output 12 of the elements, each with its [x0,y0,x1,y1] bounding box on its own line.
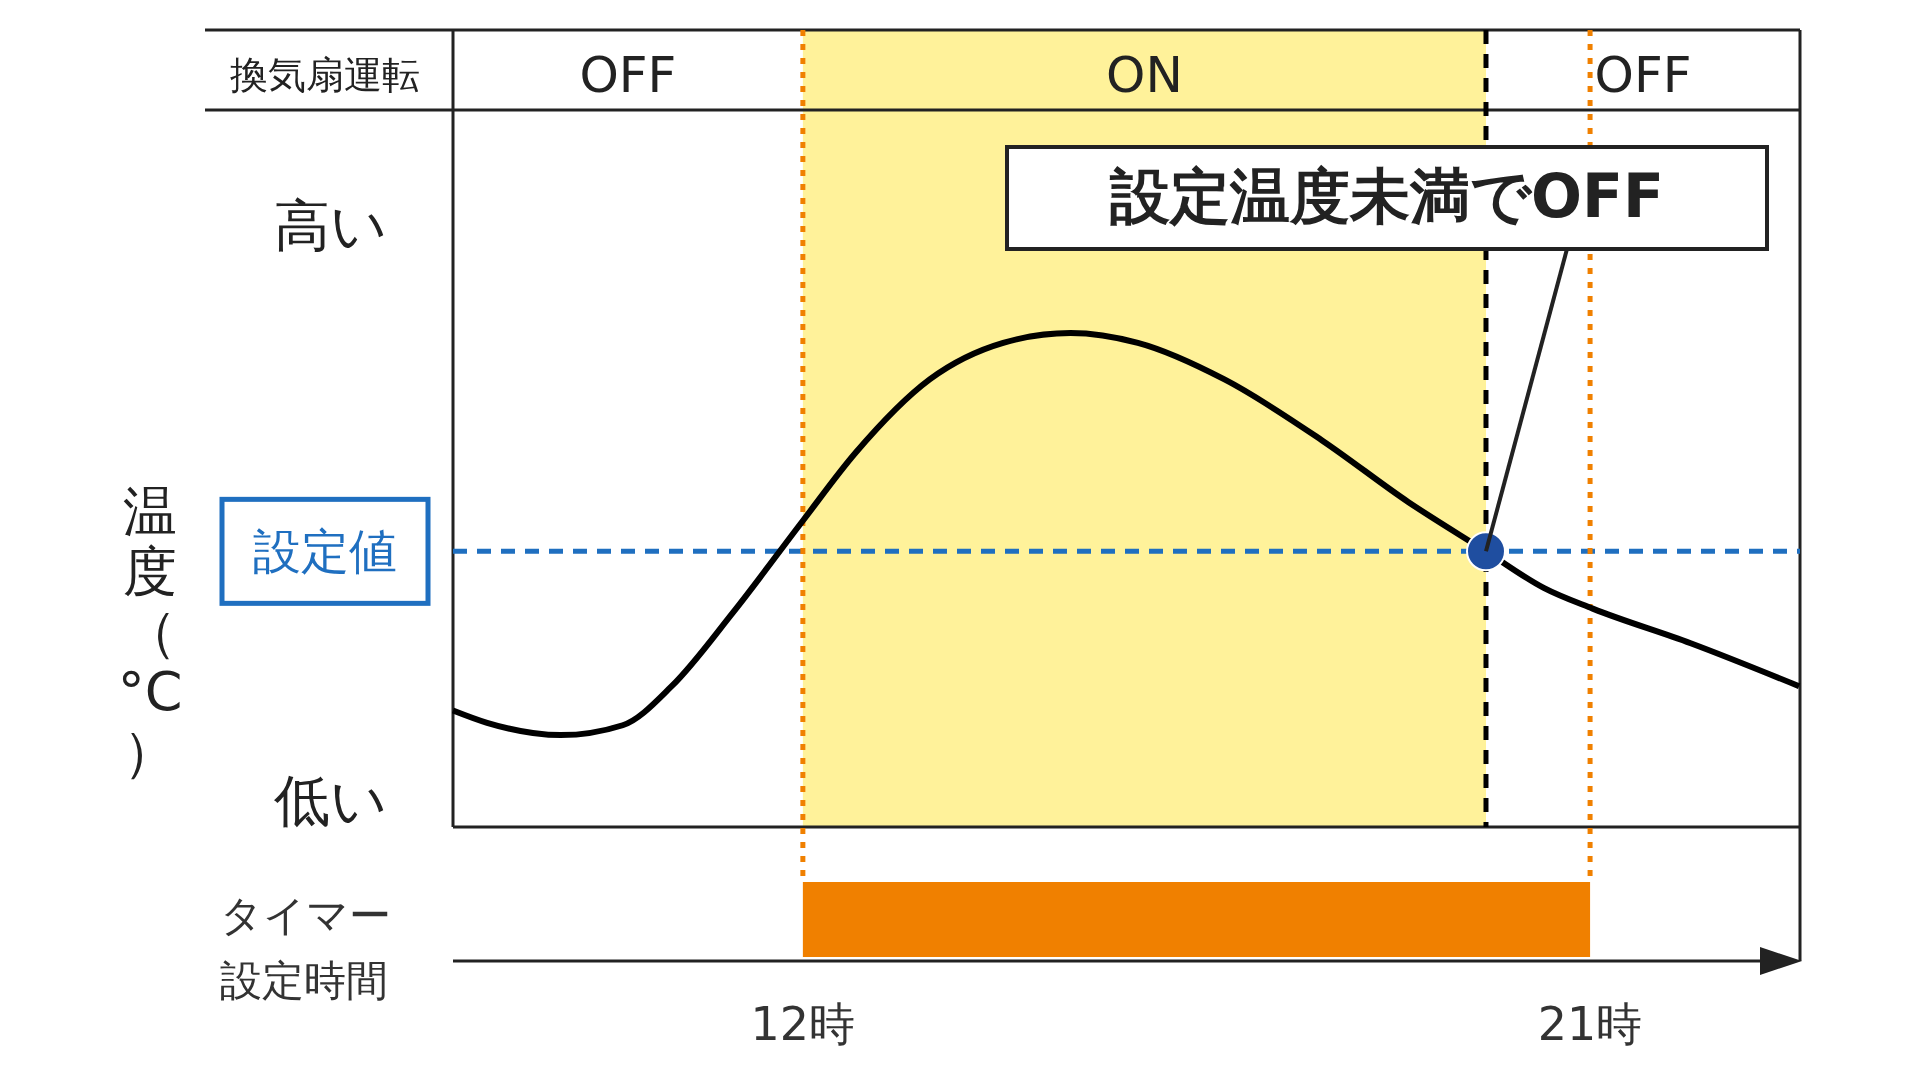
annotation: 設定温度未満でOFF [1109,161,1664,231]
ref-line-label: 設定値 [253,523,397,580]
text: 高い [273,193,387,258]
band-label: ON [1106,46,1183,104]
text: 低い [273,768,387,833]
x-tick-label: 12時 [750,997,856,1051]
text: 換気扇運転 [230,53,420,97]
text: 温度（°C） [117,480,183,783]
text: OFF [579,46,677,104]
text: タイマー設定時間 [220,891,391,1005]
text: OFF [1594,46,1692,104]
x-tick-label: 21時 [1537,997,1643,1051]
